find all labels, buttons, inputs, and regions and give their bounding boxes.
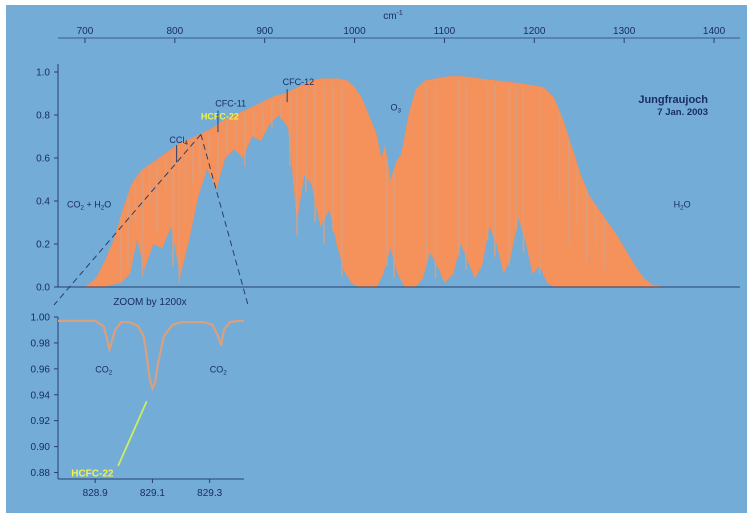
zoom-annotation: CO2 — [210, 365, 228, 377]
x-tick-label: 1000 — [343, 26, 366, 37]
y-tick-label: 1.0 — [36, 68, 50, 79]
annotation-highlight: HCFC-22 — [201, 111, 239, 121]
zoom-annotation: CO2 — [95, 365, 113, 377]
annotation: O3 — [391, 103, 402, 115]
zoom-x-tick-label: 829.3 — [197, 488, 222, 499]
x-tick-label: 1200 — [523, 26, 546, 37]
annotation: CCl4 — [169, 135, 188, 147]
y-tick-label: 0.6 — [36, 154, 50, 165]
annotation: H2O — [674, 199, 691, 211]
zoom-y-tick-label: 0.92 — [31, 416, 51, 427]
date-label: 7 Jan. 2003 — [657, 107, 708, 118]
x-tick-label: 1400 — [703, 26, 726, 37]
annotation: CO2 + H2O — [67, 199, 111, 211]
main-spectrum-panel: 700 800 900 1000 1100 1200 1300 1400 cm-1 0.0 0.2 0… — [36, 10, 740, 294]
annotation: CFC-12 — [283, 77, 315, 87]
zoom-y-tick-label: 0.96 — [31, 364, 51, 375]
y-tick-label: 0.2 — [36, 240, 50, 251]
x-tick-label: 700 — [77, 26, 94, 37]
x-axis-label: cm-1 — [383, 10, 403, 22]
y-tick-label: 0.4 — [36, 197, 50, 208]
zoom-y-tick-label: 0.94 — [31, 390, 51, 401]
site-label: Jungfraujoch — [638, 94, 708, 106]
y-tick-label: 0.8 — [36, 111, 50, 122]
zoom-spectrum-line — [58, 319, 244, 392]
zoom-x-tick-label: 828.9 — [83, 488, 108, 499]
hcfc22-leader-line — [117, 400, 148, 467]
zoom-y-tick-label: 0.90 — [31, 442, 51, 453]
x-tick-label: 1300 — [613, 26, 636, 37]
x-tick-label: 900 — [256, 26, 273, 37]
zoom-x-tick-label: 829.1 — [140, 488, 165, 499]
zoom-y-tick-label: 1.00 — [31, 313, 51, 324]
x-tick-label: 1100 — [434, 26, 456, 37]
zoom-y-tick-label: 0.88 — [31, 468, 51, 479]
zoom-title: ZOOM by 1200x — [113, 297, 186, 308]
y-tick-label: 0.0 — [36, 283, 50, 294]
x-tick-label: 800 — [166, 26, 183, 37]
zoom-guide-left — [53, 134, 202, 306]
zoom-y-tick-label: 0.98 — [31, 338, 51, 349]
zoom-inset-panel: ZOOM by 1200x 1.00 0.98 0.96 0.94 0.92 0.90 0.8… — [31, 134, 249, 499]
zoom-annotation-highlight: HCFC-22 — [71, 468, 114, 479]
annotation: CFC-11 — [215, 98, 246, 108]
